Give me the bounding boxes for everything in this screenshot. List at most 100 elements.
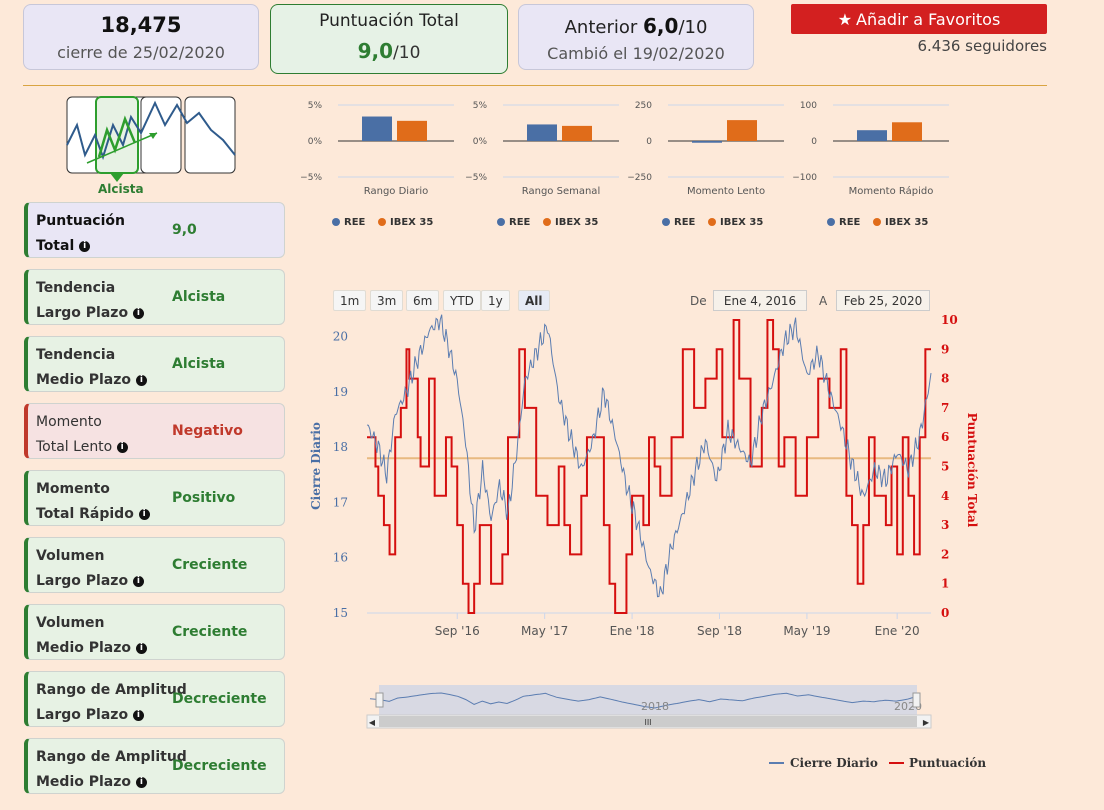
info-icon[interactable]: i xyxy=(132,307,144,319)
mini-chart-1: 5% 0% −5% Rango Diario REE IBEX 35 xyxy=(300,101,454,228)
indicator-label: Rango de Amplitud Medio Plazo i xyxy=(36,745,187,795)
indicator-value: Negativo xyxy=(172,423,243,439)
indicator-value: Creciente xyxy=(172,557,248,573)
range-button-all[interactable]: All xyxy=(518,290,550,311)
mini-bar-ibex-35 xyxy=(892,122,922,141)
trend-panel-5 xyxy=(184,96,236,174)
x-tick-label: Ene '18 xyxy=(610,624,655,638)
range-button-3m[interactable]: 3m xyxy=(370,290,404,311)
range-button-1y[interactable]: 1y xyxy=(481,290,510,311)
from-date-input[interactable] xyxy=(713,290,807,311)
indicator-card[interactable]: Volumen Largo Plazo i Creciente xyxy=(24,537,285,593)
legend-marker xyxy=(708,218,716,226)
legend-marker xyxy=(827,218,835,226)
range-button-ytd[interactable]: YTD xyxy=(443,290,481,311)
indicator-label: Volumen Medio Plazo i xyxy=(36,611,147,661)
followers-count: 6.436 seguidores xyxy=(917,37,1047,55)
y-left-axis-title: Cierre Diario xyxy=(309,422,323,510)
info-icon[interactable]: i xyxy=(135,776,147,788)
previous-label: Anterior xyxy=(564,17,638,38)
legend-price-label: Cierre Diario xyxy=(790,756,878,770)
y-right-tick-label: 4 xyxy=(941,489,949,503)
indicator-label-line1: Volumen xyxy=(36,548,105,564)
indicator-card[interactable]: Puntuación Total i 9,0 xyxy=(24,202,285,258)
y-right-tick-label: 8 xyxy=(941,372,949,386)
navigator-label: 2018 xyxy=(641,700,669,713)
indicator-card[interactable]: Tendencia Medio Plazo i Alcista xyxy=(24,336,285,392)
trend-selector-icon xyxy=(66,96,236,182)
x-tick-label: Ene '20 xyxy=(875,624,920,638)
from-label: De xyxy=(690,294,707,308)
previous-score-suffix: /10 xyxy=(678,17,708,38)
y-left-tick-label: 20 xyxy=(333,330,348,344)
header-divider xyxy=(23,85,1047,86)
info-icon[interactable]: i xyxy=(132,575,144,587)
info-icon[interactable]: i xyxy=(116,441,128,453)
price-score-chart: 15 16 17 18 19 20 0 1 2 3 4 5 6 7 8 9 10 Cierre Diario Pun… xyxy=(309,313,986,770)
indicator-label-line2: Medio Plazo xyxy=(36,640,136,656)
scroll-right-icon: ▶ xyxy=(923,718,930,727)
mini-tick-label: 0 xyxy=(811,137,817,147)
price-caption: cierre de 25/02/2020 xyxy=(57,43,225,62)
indicator-label: Rango de Amplitud Largo Plazo i xyxy=(36,678,187,728)
y-left-tick-label: 16 xyxy=(333,551,348,565)
indicator-label-line2: Total Lento xyxy=(36,439,117,455)
previous-caption: Cambió el 19/02/2020 xyxy=(547,44,725,63)
legend-label: IBEX 35 xyxy=(390,217,433,228)
indicator-label-line2: Medio Plazo xyxy=(36,774,136,790)
navigator-scrollbar-thumb xyxy=(379,716,917,727)
indicator-label-line2: Medio Plazo xyxy=(36,372,136,388)
legend-marker xyxy=(873,218,881,226)
indicator-card[interactable]: Momento Total Lento i Negativo xyxy=(24,403,285,459)
indicator-card[interactable]: Tendencia Largo Plazo i Alcista xyxy=(24,269,285,325)
legend-label: REE xyxy=(344,217,366,228)
range-navigator: 2018 2020◀ ▶III xyxy=(366,685,932,729)
x-tick-label: May '19 xyxy=(783,624,830,638)
indicator-value: Decreciente xyxy=(172,758,267,774)
y-right-tick-label: 0 xyxy=(941,606,949,620)
mini-chart-title: Rango Semanal xyxy=(522,186,600,197)
range-button-1m[interactable]: 1m xyxy=(333,290,367,311)
mini-chart-2: 5% 0% −5% Rango Semanal REE IBEX 35 xyxy=(465,101,619,228)
trend-pointer xyxy=(110,173,124,182)
to-date-input[interactable] xyxy=(836,290,930,311)
mini-chart-4: 100 0 −100 Momento Rápido REE IBEX 35 xyxy=(792,101,949,228)
total-score-box: Puntuación Total 9,0/10 xyxy=(270,4,508,74)
indicator-label-line1: Rango de Amplitud xyxy=(36,749,187,765)
indicator-label-line1: Rango de Amplitud xyxy=(36,682,187,698)
mini-bar-ibex-35 xyxy=(397,120,427,141)
indicator-card[interactable]: Rango de Amplitud Largo Plazo i Decrecient… xyxy=(24,671,285,727)
info-icon[interactable]: i xyxy=(135,374,147,386)
price-box: 18,475 cierre de 25/02/2020 xyxy=(23,4,259,70)
mini-tick-label: 100 xyxy=(800,101,817,111)
info-icon[interactable]: i xyxy=(79,240,91,252)
indicator-card[interactable]: Rango de Amplitud Medio Plazo i Decrecient… xyxy=(24,738,285,794)
range-button-6m[interactable]: 6m xyxy=(406,290,440,311)
indicator-card[interactable]: Momento Total Rápido i Positivo xyxy=(24,470,285,526)
mini-bar-charts: 5% 0% −5% Rango Diario REE IBEX 35 5% 0% −5% Rang… xyxy=(300,101,949,228)
legend-marker xyxy=(543,218,551,226)
indicator-label-line2: Largo Plazo xyxy=(36,573,133,589)
trend-label: Alcista xyxy=(98,182,144,196)
indicator-value: Decreciente xyxy=(172,691,267,707)
indicator-value: Creciente xyxy=(172,624,248,640)
info-icon[interactable]: i xyxy=(135,642,147,654)
y-right-tick-label: 3 xyxy=(941,518,949,532)
indicator-label-line1: Volumen xyxy=(36,615,105,631)
legend-label: IBEX 35 xyxy=(555,217,598,228)
info-icon[interactable]: i xyxy=(138,508,150,520)
legend-label: REE xyxy=(674,217,696,228)
mini-bar-ree xyxy=(692,141,722,143)
total-score-suffix: /10 xyxy=(393,43,421,63)
mini-bar-ibex-35 xyxy=(562,125,592,141)
indicator-value: Positivo xyxy=(172,490,236,506)
mini-bar-ree xyxy=(857,130,887,141)
indicator-card[interactable]: Volumen Medio Plazo i Creciente xyxy=(24,604,285,660)
mini-chart-title: Momento Lento xyxy=(687,186,765,197)
add-favorites-button[interactable]: ★ Añadir a Favoritos xyxy=(791,4,1047,34)
indicator-label-line1: Momento xyxy=(36,414,102,430)
x-tick-label: Sep '16 xyxy=(435,624,480,638)
info-icon[interactable]: i xyxy=(132,709,144,721)
navigator-right-handle xyxy=(912,692,921,708)
mini-tick-label: −5% xyxy=(300,173,322,183)
